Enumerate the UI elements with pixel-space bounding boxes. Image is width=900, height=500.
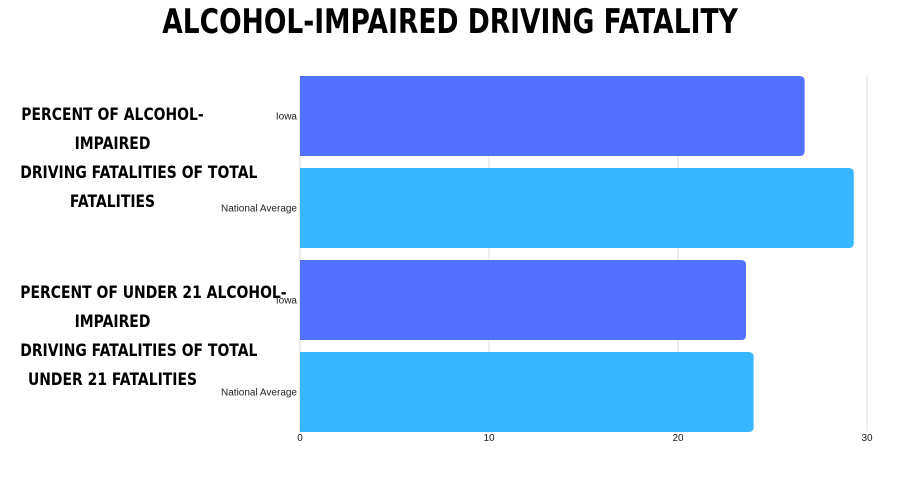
chart-title: ALCOHOL-IMPAIRED DRIVING FATALITY: [162, 2, 738, 42]
x-tick-label-20: 20: [672, 433, 684, 444]
group-label-2-line-4: UNDER 21 FATALITIES: [27, 370, 198, 390]
group-label-1-line-3: DRIVING FATALITIES OF TOTAL: [20, 163, 258, 183]
category-label-group1-1: Iowa: [276, 112, 298, 123]
x-tick-label-30: 30: [861, 433, 873, 444]
bar-group2-national-average: [300, 352, 754, 432]
bar-group1-iowa: [300, 76, 805, 156]
group-label-1-line-1: PERCENT OF ALCOHOL-: [21, 105, 204, 125]
group-label-2-line-2: IMPAIRED: [74, 312, 151, 332]
category-label-group1-2: National Average: [221, 204, 297, 215]
x-tick-label-0: 0: [297, 433, 303, 444]
group-label-1: PERCENT OF ALCOHOL- IMPAIRED DRIVING FAT…: [20, 101, 258, 217]
bar-group1-national-average: [300, 168, 854, 248]
category-label-group2-2: National Average: [221, 388, 297, 399]
group-label-2-line-3: DRIVING FATALITIES OF TOTAL: [20, 341, 258, 361]
group-label-1-line-2: IMPAIRED: [74, 134, 151, 154]
category-label-group2-1: Iowa: [276, 296, 298, 307]
group-label-1-line-4: FATALITIES: [69, 192, 156, 212]
x-tick-label-10: 10: [483, 433, 495, 444]
bar-group2-iowa: [300, 260, 747, 340]
